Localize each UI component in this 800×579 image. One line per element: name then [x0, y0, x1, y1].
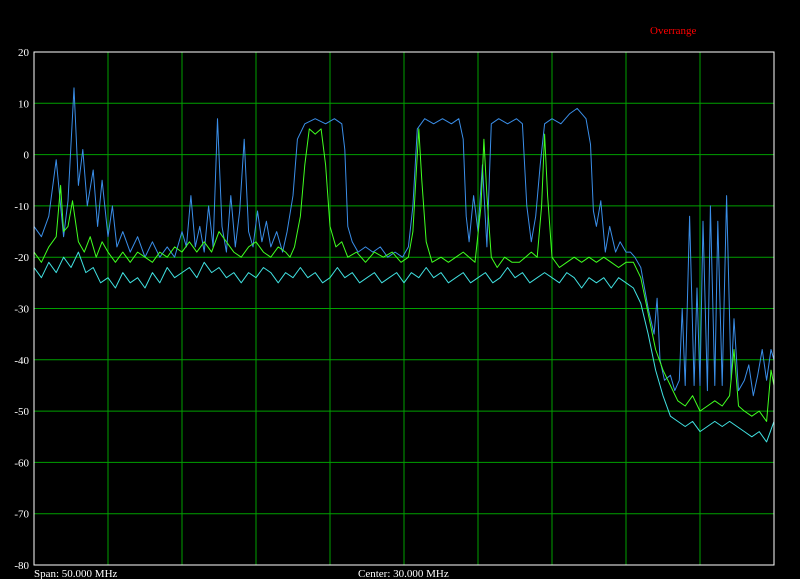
y-tick-label: -50: [14, 406, 29, 418]
y-tick-label: -80: [14, 560, 29, 572]
span-readout: Span: 50.000 MHz: [34, 568, 118, 579]
y-tick-label: -20: [14, 252, 29, 264]
plot-frame: [33, 51, 775, 566]
overrange-warning: Overrange: [650, 25, 697, 37]
y-tick-label: 10: [18, 98, 30, 110]
y-tick-label: -10: [14, 201, 29, 213]
y-tick-label: -60: [14, 457, 29, 469]
y-tick-label: -30: [14, 304, 29, 316]
center-readout: Center: 30.000 MHz: [358, 568, 449, 579]
trace-line-2: [33, 128, 775, 422]
y-tick-label: 0: [24, 150, 30, 162]
y-tick-label: 20: [18, 47, 30, 59]
y-tick-label: -70: [14, 509, 29, 521]
grid-lines: [34, 52, 774, 565]
trace-line-1: [33, 87, 775, 397]
trace-line-3: [33, 251, 775, 443]
plot-area: 20 10 0 -10 -20 -30 -40 -50 -60 -70 -80: [14, 47, 775, 572]
y-tick-label: -40: [14, 355, 29, 367]
